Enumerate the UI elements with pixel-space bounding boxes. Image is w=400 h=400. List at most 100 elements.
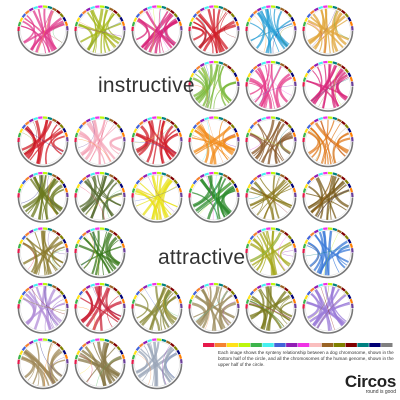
synteny-ribbon: [322, 123, 341, 164]
ring-segment: [313, 7, 319, 12]
ring-segment: [222, 7, 228, 12]
ring-segment: [112, 287, 118, 292]
synteny-ribbon: [90, 175, 108, 219]
circos-panel: [302, 171, 354, 223]
synteny-ribbon: [193, 126, 232, 154]
ring-segment: [74, 188, 79, 193]
word-attractive: attractive: [158, 246, 246, 269]
synteny-ribbon: [148, 10, 170, 51]
ring-segment: [47, 227, 53, 232]
ring-segment: [347, 16, 352, 22]
ring-segment: [261, 61, 266, 65]
inner-ring: [191, 174, 237, 221]
synteny-ribbon: [100, 286, 121, 317]
ring-segment: [62, 349, 67, 355]
inner-ring: [20, 8, 66, 54]
ring-segment: [233, 16, 238, 22]
ring-segment: [119, 127, 124, 133]
ring-segment: [287, 234, 292, 240]
ring-segment: [119, 183, 124, 189]
panel-grid: [17, 5, 354, 390]
ring-segment: [336, 118, 342, 123]
synteny-ribbon: [195, 291, 229, 321]
ring-segment: [85, 229, 91, 234]
ring-segment: [108, 7, 114, 12]
synteny-ribbon: [279, 128, 290, 155]
ring-segment: [76, 183, 81, 189]
ring-segment: [247, 239, 252, 245]
synteny-ribbon: [317, 189, 350, 218]
ring-segment: [336, 7, 342, 12]
inner-ring: [191, 285, 237, 332]
ring-segment: [245, 308, 297, 334]
synteny-ribbon: [50, 302, 65, 328]
synteny-ribbon: [199, 182, 231, 215]
ring-segment: [275, 5, 281, 10]
ring-segment: [24, 10, 30, 15]
ring-segment: [340, 231, 346, 237]
synteny-ribbon: [52, 188, 65, 210]
ring-segment: [64, 298, 69, 304]
synteny-ribbon: [46, 246, 65, 275]
ring-segment: [199, 285, 205, 290]
synteny-ribbon: [309, 8, 328, 45]
synteny-ribbon: [195, 294, 223, 330]
ring-segment: [51, 173, 57, 178]
ring-segment: [28, 118, 34, 123]
synteny-ribbon: [44, 343, 54, 387]
ring-segment: [74, 299, 79, 304]
inner-ring: [134, 285, 180, 332]
synteny-ribbon: [22, 132, 34, 153]
ring-segment: [173, 123, 178, 129]
ring-segment: [17, 243, 22, 249]
strip-swatch: [345, 343, 357, 347]
inner-ring: [134, 8, 180, 54]
synteny-ribbon: [109, 135, 123, 152]
ring-segment: [195, 287, 201, 292]
synteny-ribbon: [220, 189, 236, 218]
ring-segment: [188, 188, 193, 193]
synteny-ribbon: [49, 357, 65, 384]
ring-segment: [249, 290, 255, 296]
synteny-ribbon: [336, 74, 348, 100]
ring-segment: [222, 62, 228, 67]
synteny-ribbon: [223, 20, 236, 38]
ring-segment: [59, 12, 64, 18]
synteny-ribbon: [307, 175, 333, 208]
ring-segment: [135, 179, 141, 185]
synteny-ribbon: [85, 287, 110, 328]
ring-segment: [74, 141, 126, 168]
ring-segment: [188, 141, 240, 168]
synteny-ribbon: [84, 346, 106, 387]
ring-segment: [147, 116, 152, 121]
synteny-ribbon: [164, 349, 175, 383]
inner-ring: [305, 285, 351, 332]
ring-segment: [33, 172, 38, 176]
ring-segment: [195, 10, 201, 15]
synteny-ribbon: [80, 186, 105, 220]
synteny-ribbon: [25, 128, 64, 153]
synteny-ribbon: [270, 64, 279, 108]
ring-segment: [81, 176, 87, 181]
ring-segment: [188, 77, 193, 82]
ring-segment: [245, 141, 297, 168]
synteny-ribbon: [97, 286, 103, 331]
synteny-ribbon: [205, 287, 211, 330]
ring-segment: [131, 132, 136, 138]
synteny-ribbon: [52, 22, 64, 43]
ring-segment: [76, 350, 81, 356]
ring-segment: [133, 294, 138, 300]
ring-segment: [306, 235, 312, 241]
ring-segment: [233, 294, 238, 300]
circos-panel: [17, 116, 69, 168]
ring-segment: [306, 179, 312, 185]
synteny-ribbon: [39, 175, 44, 220]
synteny-ribbon: [216, 9, 224, 53]
synteny-ribbon: [312, 175, 333, 214]
synteny-ribbon: [162, 296, 177, 330]
ring-segment: [133, 350, 138, 356]
ring-segment: [116, 234, 121, 240]
ring-segment: [51, 7, 57, 12]
ring-segment: [62, 294, 67, 300]
inner-ring: [248, 174, 294, 221]
